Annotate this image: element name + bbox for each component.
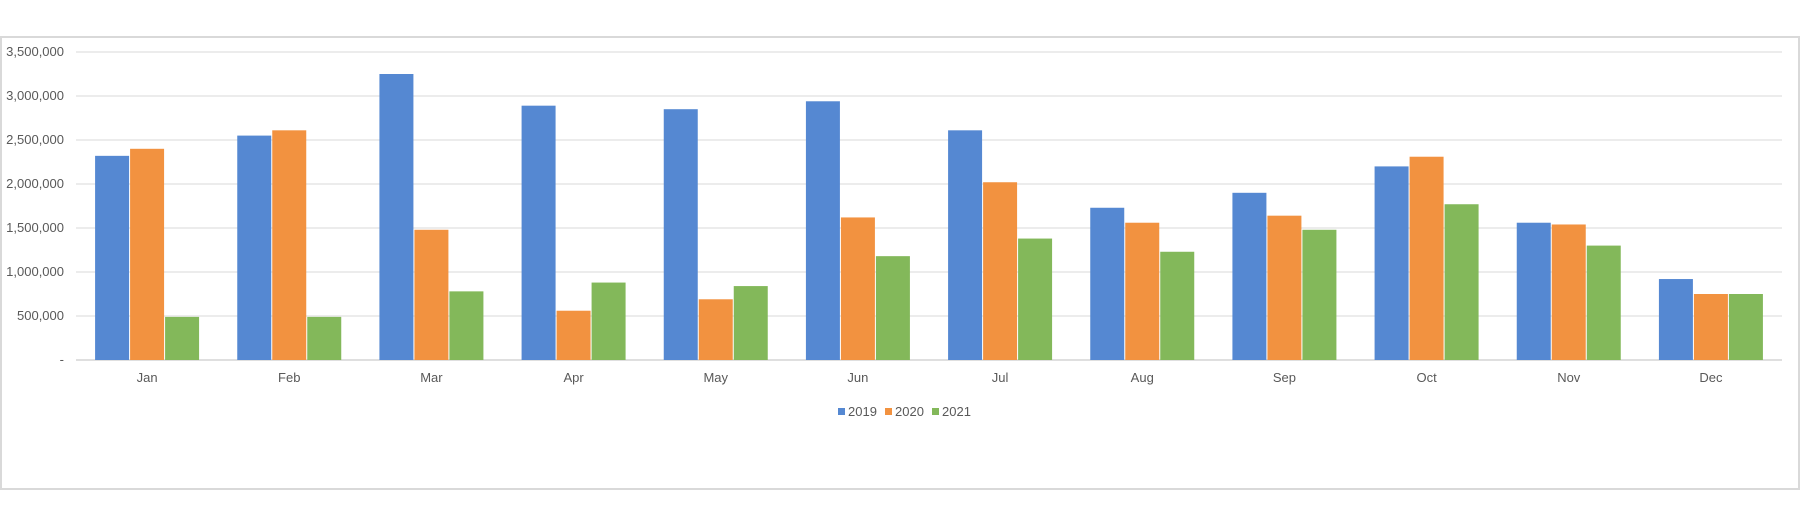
bars bbox=[95, 74, 1763, 361]
bar-2021-aug bbox=[1160, 251, 1195, 360]
chart-frame: - 500,000 1,000,000 1,500,000 2,000,000 2,500… bbox=[0, 36, 1800, 490]
bar-2021-dec bbox=[1728, 294, 1763, 360]
bar-2020-dec bbox=[1693, 294, 1728, 360]
bar-2020-jul bbox=[983, 182, 1018, 360]
bar-2019-feb bbox=[237, 135, 272, 360]
y-tick-label: 500,000 bbox=[17, 308, 64, 323]
bar-2021-jun bbox=[875, 256, 910, 360]
x-tick-label: Nov bbox=[1557, 370, 1581, 385]
bar-2019-dec bbox=[1658, 279, 1693, 360]
bar-2019-aug bbox=[1090, 207, 1125, 360]
x-tick-label: Apr bbox=[563, 370, 584, 385]
x-tick-label: May bbox=[703, 370, 728, 385]
x-tick-label: Jul bbox=[992, 370, 1009, 385]
y-tick-label: 2,500,000 bbox=[6, 132, 64, 147]
bar-2019-oct bbox=[1374, 166, 1409, 360]
y-tick-label: 3,000,000 bbox=[6, 88, 64, 103]
bar-2021-may bbox=[733, 286, 768, 360]
bar-2021-jul bbox=[1018, 238, 1053, 360]
bar-2021-mar bbox=[449, 291, 484, 360]
bar-2020-sep bbox=[1267, 215, 1302, 360]
x-tick-label: Jan bbox=[137, 370, 158, 385]
x-tick-label: Aug bbox=[1131, 370, 1154, 385]
bar-2021-nov bbox=[1586, 245, 1621, 360]
bar-2020-aug bbox=[1125, 222, 1160, 360]
bar-2019-jun bbox=[805, 101, 840, 360]
bar-2019-nov bbox=[1516, 222, 1551, 360]
y-tick-label: 1,500,000 bbox=[6, 220, 64, 235]
bar-2019-may bbox=[663, 109, 698, 360]
bar-2021-jan bbox=[165, 316, 200, 360]
x-tick-label: Feb bbox=[278, 370, 300, 385]
legend: 2019 2020 2021 bbox=[838, 404, 971, 419]
legend-label: 2020 bbox=[895, 404, 924, 419]
bar-2021-sep bbox=[1302, 229, 1337, 360]
bar-2019-sep bbox=[1232, 192, 1267, 360]
y-tick-label: 3,500,000 bbox=[6, 44, 64, 59]
y-tick-label: 2,000,000 bbox=[6, 176, 64, 191]
legend-label: 2019 bbox=[848, 404, 877, 419]
y-tick-label: - bbox=[60, 352, 64, 367]
x-tick-label: Jun bbox=[847, 370, 868, 385]
y-tick-label: 1,000,000 bbox=[6, 264, 64, 279]
bar-2021-apr bbox=[591, 282, 626, 360]
x-tick-label: Oct bbox=[1416, 370, 1437, 385]
bar-2020-feb bbox=[272, 130, 307, 360]
y-axis-tick-labels: - 500,000 1,000,000 1,500,000 2,000,000 2,500… bbox=[6, 44, 64, 367]
x-axis-tick-labels: Jan Feb Mar Apr May Jun Jul Aug Sep Oct Nov Dec bbox=[137, 370, 1723, 385]
bar-2019-jul bbox=[948, 130, 983, 360]
bar-chart: - 500,000 1,000,000 1,500,000 2,000,000 2,500… bbox=[6, 44, 1782, 419]
bar-2019-jan bbox=[95, 155, 130, 360]
legend-swatch bbox=[838, 408, 845, 415]
bar-2021-oct bbox=[1444, 204, 1479, 360]
bar-2020-oct bbox=[1409, 156, 1444, 360]
legend-swatch bbox=[932, 408, 939, 415]
gridlines bbox=[76, 51, 1782, 361]
bar-2020-mar bbox=[414, 229, 449, 360]
x-tick-label: Mar bbox=[420, 370, 443, 385]
bar-2020-jun bbox=[840, 217, 875, 360]
bar-2020-apr bbox=[556, 310, 591, 360]
bar-2019-mar bbox=[379, 74, 414, 360]
x-tick-label: Sep bbox=[1273, 370, 1296, 385]
bar-2021-feb bbox=[307, 316, 342, 360]
x-tick-label: Dec bbox=[1699, 370, 1723, 385]
legend-swatch bbox=[885, 408, 892, 415]
bar-2019-apr bbox=[521, 105, 556, 361]
bar-2020-jan bbox=[130, 148, 165, 360]
bar-2020-may bbox=[698, 299, 733, 360]
bar-2020-nov bbox=[1551, 224, 1586, 360]
legend-label: 2021 bbox=[942, 404, 971, 419]
